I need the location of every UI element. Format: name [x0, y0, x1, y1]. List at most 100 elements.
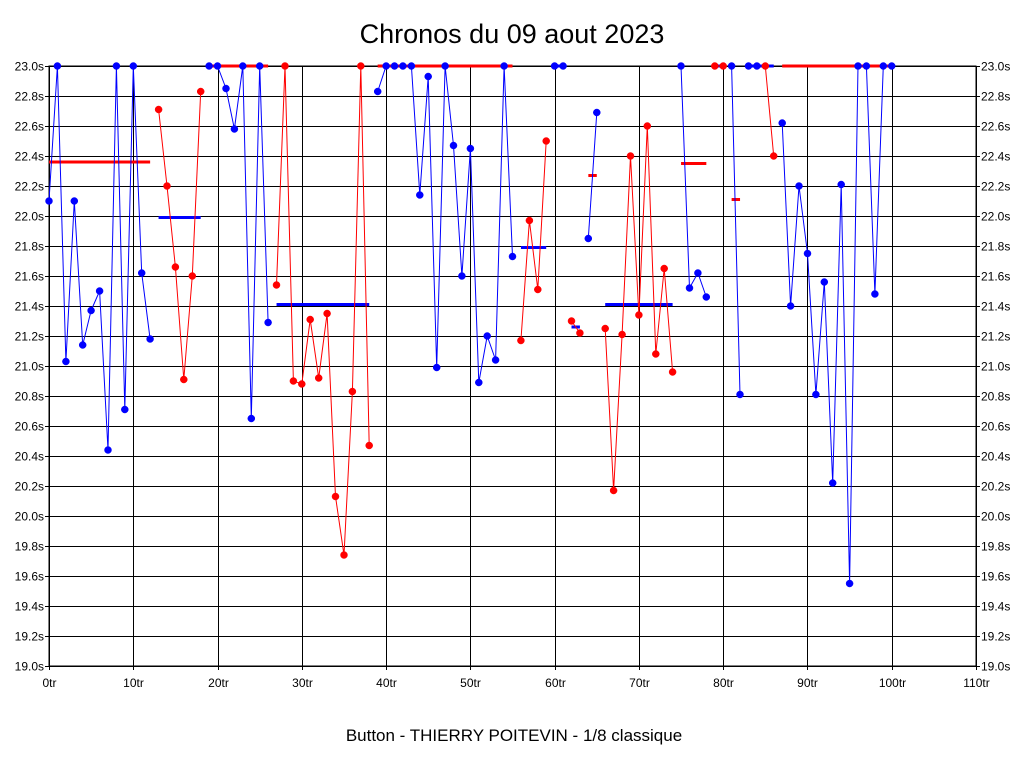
chart-title: Chronos du 09 aout 2023 [360, 19, 665, 49]
data-point [769, 152, 778, 160]
data-point [45, 197, 53, 205]
data-point [508, 252, 517, 261]
data-point [854, 62, 862, 70]
data-point [862, 62, 871, 70]
data-point [340, 551, 348, 559]
series-line [276, 65, 370, 556]
series-line [587, 112, 598, 239]
data-point [660, 264, 668, 273]
y-tick-label-left: 20.8s [15, 390, 44, 404]
data-point [104, 446, 112, 454]
data-point [95, 287, 104, 295]
data-point [306, 315, 314, 324]
data-point [803, 249, 812, 258]
data-point [567, 317, 576, 325]
data-point [550, 62, 559, 70]
y-tick-label-right: 22.6s [981, 120, 1010, 134]
data-point [576, 329, 584, 337]
data-point [517, 336, 525, 345]
y-tick-label-left: 23.0s [15, 60, 44, 74]
y-tick-label-left: 19.0s [15, 660, 44, 674]
data-point [685, 284, 694, 292]
x-tick-label: 70tr [629, 676, 650, 690]
y-tick-label-right: 21.8s [981, 240, 1010, 254]
data-point [525, 216, 534, 225]
data-point [180, 375, 188, 384]
x-tick-label: 40tr [376, 676, 397, 690]
y-tick-label-left: 20.4s [15, 450, 44, 464]
data-point [584, 234, 593, 243]
y-tick-label-right: 22.4s [981, 150, 1010, 164]
y-tick-label-right: 19.0s [981, 660, 1010, 674]
y-tick-label-left: 19.8s [15, 540, 44, 554]
data-point [761, 62, 770, 70]
data-point [390, 62, 399, 70]
data-point [298, 380, 306, 388]
data-point [373, 87, 382, 96]
x-tick-label: 0tr [42, 676, 56, 690]
data-point [812, 390, 820, 399]
y-tick-label-right: 19.6s [981, 570, 1010, 584]
y-tick-label-left: 21.6s [15, 270, 44, 284]
data-point [331, 492, 340, 501]
data-point [348, 387, 357, 396]
y-tick-label-right: 20.2s [981, 480, 1010, 494]
data-point [281, 62, 289, 70]
data-point [559, 62, 567, 70]
data-point [272, 281, 281, 289]
y-tick-label-right: 20.4s [981, 450, 1010, 464]
y-tick-label-left: 22.8s [15, 90, 44, 104]
y-tick-label-left: 21.4s [15, 300, 44, 314]
data-point [62, 357, 70, 366]
data-point [466, 144, 475, 153]
x-tick-label: 80tr [713, 676, 734, 690]
data-point [365, 441, 373, 450]
x-tick-label: 10tr [123, 676, 144, 690]
data-point [491, 356, 500, 364]
y-tick-label-left: 22.6s [15, 120, 44, 134]
data-point [399, 62, 407, 70]
y-tick-label-left: 22.2s [15, 180, 44, 194]
data-point [407, 62, 416, 70]
series-line [158, 91, 202, 380]
data-point [702, 293, 711, 301]
y-tick-label-left: 19.2s [15, 630, 44, 644]
data-point [121, 405, 129, 414]
data-point [727, 62, 736, 70]
data-point [820, 278, 829, 286]
data-point [500, 62, 508, 70]
y-tick-label-left: 20.6s [15, 420, 44, 434]
data-point [879, 62, 888, 70]
series-line [781, 65, 892, 584]
y-tick-label-left: 19.6s [15, 570, 44, 584]
data-point [53, 62, 62, 70]
data-point [677, 62, 685, 70]
data-point [289, 377, 298, 385]
data-point [441, 62, 449, 70]
data-point [424, 72, 432, 81]
data-point [146, 335, 154, 343]
data-point [323, 309, 331, 318]
x-tick-label: 110tr [963, 676, 989, 690]
grid [48, 65, 977, 667]
data-point [609, 486, 618, 495]
y-tick-label-right: 21.2s [981, 330, 1010, 344]
series-line [377, 65, 513, 383]
series-line [520, 140, 547, 341]
data-point [112, 62, 121, 70]
data-point [593, 108, 601, 117]
data-point [643, 122, 652, 130]
data-point [652, 350, 660, 358]
y-tick-label-right: 21.6s [981, 270, 1010, 284]
y-tick-label-right: 22.0s [981, 210, 1010, 224]
y-tick-label-right: 19.4s [981, 600, 1010, 614]
x-tick-label: 20tr [208, 676, 229, 690]
data-point [314, 374, 323, 382]
data-point [264, 318, 272, 327]
x-tick-label: 60tr [545, 676, 566, 690]
y-tick-label-left: 21.0s [15, 360, 44, 374]
data-point [786, 302, 795, 310]
y-tick-label-right: 19.8s [981, 540, 1010, 554]
